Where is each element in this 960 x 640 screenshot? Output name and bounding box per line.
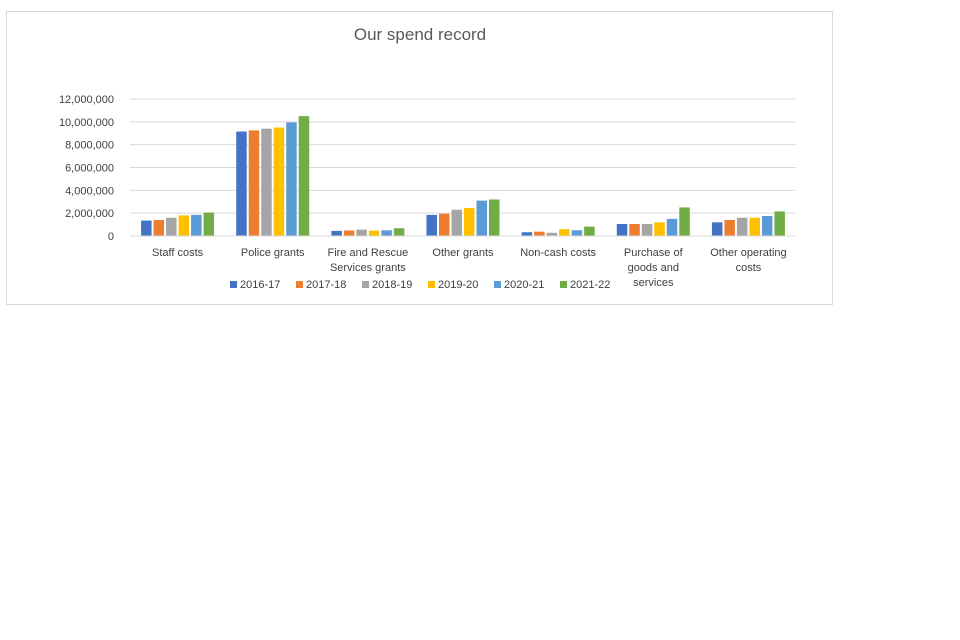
legend-label: 2017-18: [306, 279, 346, 291]
x-category-label: Other grants: [432, 247, 494, 259]
bar: [464, 208, 475, 236]
y-tick-label: 0: [108, 231, 114, 243]
bar: [426, 214, 437, 236]
legend-swatch: [230, 281, 237, 288]
bar: [343, 230, 355, 236]
bar: [774, 211, 785, 236]
bar: [451, 209, 462, 236]
bar: [711, 222, 723, 236]
bar: [616, 224, 628, 236]
spend-bar-chart: Our spend record 0 2,000,000 4,000,000 6,00…: [59, 25, 796, 291]
legend-label: 2016-17: [240, 279, 280, 291]
bar: [749, 217, 760, 236]
bar: [153, 220, 165, 236]
bar: [534, 231, 545, 236]
x-category-label: Purchase of: [624, 247, 684, 259]
bar: [298, 116, 310, 236]
bar: [641, 224, 653, 236]
x-category-label: costs: [736, 262, 762, 274]
legend-label: 2021-22: [570, 279, 610, 291]
bar: [679, 207, 690, 236]
bar: [521, 232, 533, 236]
bar: [178, 215, 190, 236]
bar: [559, 229, 570, 236]
y-tick-label: 10,000,000: [59, 117, 114, 129]
legend: 2016-17 2017-18 2018-19 2019-20 2020-21 2021-…: [230, 279, 610, 291]
legend-swatch: [296, 281, 303, 288]
legend-swatch: [428, 281, 435, 288]
bar: [654, 222, 665, 236]
bar: [666, 218, 678, 236]
bar: [393, 228, 405, 236]
y-tick-label: 4,000,000: [65, 185, 114, 197]
bar: [203, 212, 215, 236]
bar: [191, 214, 202, 236]
legend-label: 2019-20: [438, 279, 478, 291]
bar: [141, 220, 152, 236]
x-category-label: Police grants: [241, 247, 305, 259]
bar: [261, 128, 272, 236]
bar: [236, 131, 247, 236]
bar: [356, 229, 367, 236]
legend-swatch: [494, 281, 501, 288]
legend-swatch: [560, 281, 567, 288]
bar: [248, 130, 260, 236]
chart-frame: Our spend record 0 2,000,000 4,000,000 6,00…: [6, 11, 833, 305]
y-axis-ticks: 0 2,000,000 4,000,000 6,000,000 8,000,000 10,…: [59, 94, 114, 243]
bar: [736, 217, 748, 236]
bar: [724, 220, 735, 236]
bar: [273, 127, 285, 236]
x-category-label: Staff costs: [152, 247, 204, 259]
bar: [286, 122, 297, 236]
y-tick-label: 2,000,000: [65, 208, 114, 220]
bars: [141, 116, 785, 236]
x-category-label: Other operating: [710, 247, 786, 259]
y-tick-label: 8,000,000: [65, 140, 114, 152]
bar: [331, 230, 342, 236]
x-category-label: goods and: [628, 262, 679, 274]
x-category-label: Fire and Rescue: [327, 247, 408, 259]
bar: [546, 232, 558, 236]
bar: [629, 224, 640, 236]
bar: [584, 226, 595, 236]
bar: [368, 230, 380, 236]
bar: [571, 230, 583, 236]
bar: [476, 200, 487, 236]
bar: [381, 230, 392, 236]
y-tick-label: 6,000,000: [65, 163, 114, 175]
bar: [166, 217, 177, 236]
bar: [761, 216, 773, 236]
legend-swatch: [362, 281, 369, 288]
bar: [439, 213, 450, 236]
x-category-label: Non-cash costs: [520, 247, 596, 259]
bar: [489, 199, 500, 236]
legend-label: 2018-19: [372, 279, 412, 291]
y-tick-label: 12,000,000: [59, 94, 114, 106]
legend-label: 2020-21: [504, 279, 544, 291]
chart-title: Our spend record: [354, 25, 486, 44]
x-category-label: Services grants: [330, 262, 406, 274]
x-axis-categories: Staff costs Police grants Fire and Rescue S…: [152, 247, 787, 289]
gridlines: [130, 98, 796, 214]
x-category-label: services: [633, 277, 674, 289]
